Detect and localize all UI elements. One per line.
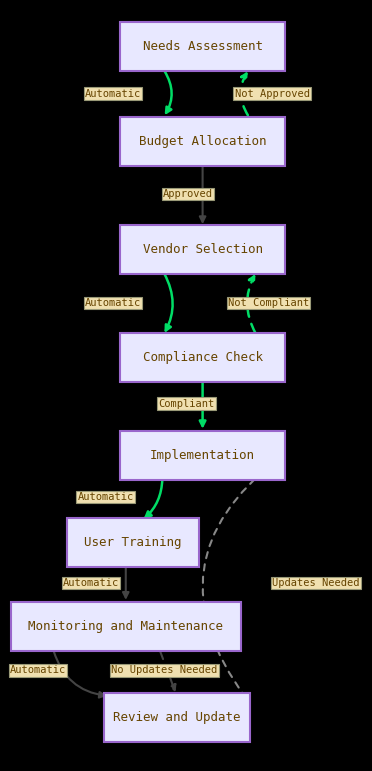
Text: Automatic: Automatic [10, 665, 66, 675]
Text: Automatic: Automatic [85, 89, 141, 99]
Text: Implementation: Implementation [150, 449, 255, 462]
FancyBboxPatch shape [67, 518, 199, 567]
Text: Updates Needed: Updates Needed [272, 578, 360, 588]
Text: User Training: User Training [84, 536, 182, 549]
FancyBboxPatch shape [120, 116, 285, 166]
Text: Automatic: Automatic [85, 298, 141, 308]
FancyBboxPatch shape [120, 333, 285, 382]
Text: Compliance Check: Compliance Check [142, 351, 263, 364]
FancyBboxPatch shape [120, 225, 285, 274]
FancyBboxPatch shape [10, 602, 241, 651]
Text: Budget Allocation: Budget Allocation [139, 135, 266, 147]
FancyBboxPatch shape [120, 431, 285, 480]
Text: Automatic: Automatic [77, 492, 134, 502]
FancyBboxPatch shape [104, 693, 250, 742]
Text: No Updates Needed: No Updates Needed [111, 665, 217, 675]
Text: Not Compliant: Not Compliant [228, 298, 309, 308]
FancyBboxPatch shape [120, 22, 285, 71]
Text: Needs Assessment: Needs Assessment [142, 40, 263, 53]
Text: Automatic: Automatic [63, 578, 119, 588]
Text: Vendor Selection: Vendor Selection [142, 243, 263, 256]
Text: Review and Update: Review and Update [113, 711, 241, 724]
Text: Approved: Approved [163, 189, 213, 199]
Text: Not Approved: Not Approved [235, 89, 310, 99]
Text: Monitoring and Maintenance: Monitoring and Maintenance [28, 620, 223, 633]
Text: Compliant: Compliant [158, 399, 214, 409]
